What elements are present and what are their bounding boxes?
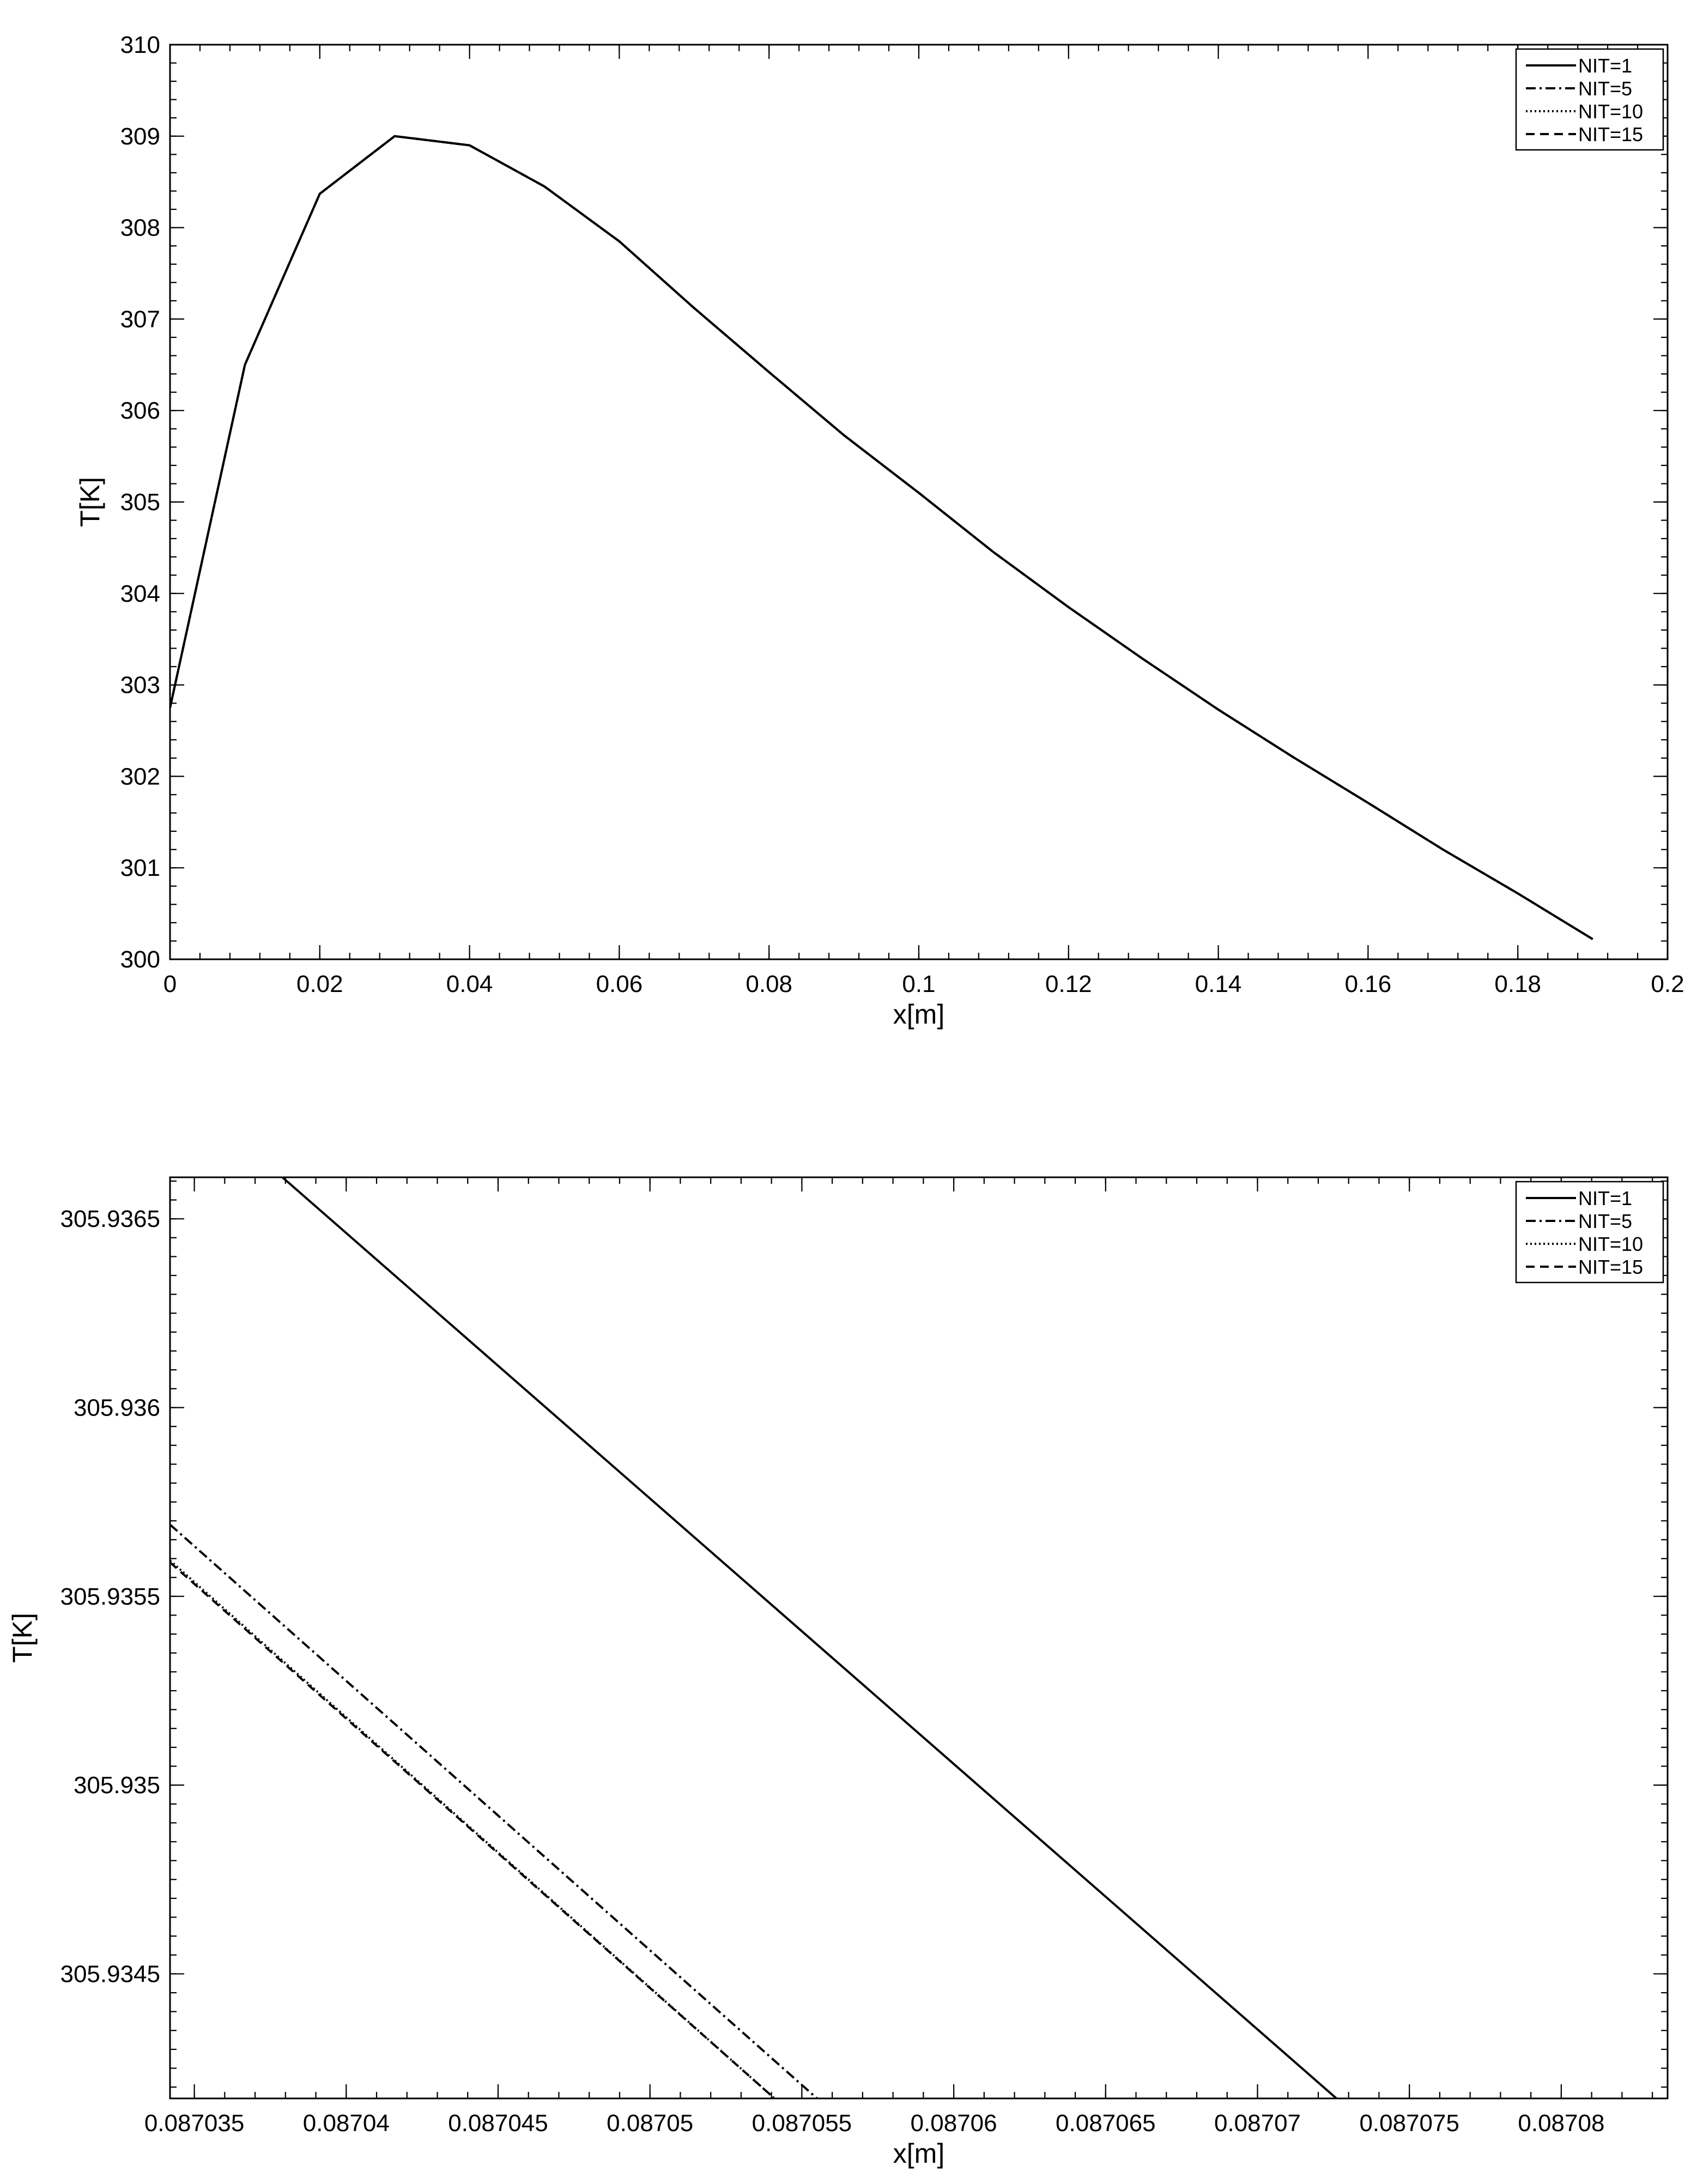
series-group bbox=[170, 1177, 1337, 2098]
x-tick-label: 0.08 bbox=[746, 971, 792, 997]
series-line-nit-5 bbox=[170, 1523, 818, 2098]
y-tick-label: 310 bbox=[120, 32, 160, 58]
x-tick-label: 0.08708 bbox=[1518, 2110, 1604, 2137]
chart-2: 0.087035 0.08704 0.087045 0.08705 0.087055 0.… bbox=[7, 1176, 1669, 2169]
y-tick-label: 305 bbox=[120, 489, 160, 516]
y-tick-label: 305.9355 bbox=[60, 1583, 160, 1610]
y-axis-title: T[K] bbox=[75, 477, 105, 527]
legend-label: NIT=5 bbox=[1578, 1210, 1632, 1232]
x-tick-label: 0.14 bbox=[1195, 971, 1242, 997]
legend-label: NIT=1 bbox=[1578, 55, 1632, 77]
chart-1: 0 0.02 0.04 0.06 0.08 0.1 0.12 0.14 0.16 0.18 0.2 3… bbox=[75, 32, 1684, 1030]
x-tick-label: 0.087075 bbox=[1359, 2110, 1459, 2137]
plot-frame bbox=[169, 44, 1669, 960]
y-tick-label: 308 bbox=[120, 215, 160, 241]
series-line-nit-15 bbox=[170, 135, 1593, 940]
x-tick-label: 0.08707 bbox=[1214, 2110, 1301, 2137]
legend-label: NIT=5 bbox=[1578, 77, 1632, 100]
legend-label: NIT=15 bbox=[1578, 123, 1643, 146]
x-tick-label: 0.08704 bbox=[303, 2110, 390, 2137]
legend-label: NIT=10 bbox=[1578, 100, 1643, 123]
x-tick-label: 0.12 bbox=[1045, 971, 1092, 997]
y-tick-label: 305.936 bbox=[74, 1395, 160, 1421]
x-tick-label: 0.087055 bbox=[752, 2110, 852, 2137]
y-tick-label: 305.935 bbox=[74, 1772, 160, 1799]
legend-label: NIT=1 bbox=[1578, 1187, 1632, 1209]
y-tick-label: 303 bbox=[120, 672, 160, 699]
x-axis-title: x[m] bbox=[893, 2138, 944, 2169]
series-line-nit-10 bbox=[170, 135, 1593, 940]
y-axis-title: T[K] bbox=[7, 1613, 38, 1663]
plot-frame bbox=[169, 1176, 1669, 2100]
y-tick-label: 309 bbox=[120, 123, 160, 150]
y-tick-label: 305.9345 bbox=[60, 1961, 160, 1987]
y-tick-label: 301 bbox=[120, 855, 160, 881]
x-tick-label: 0.08706 bbox=[911, 2110, 997, 2137]
x-axis-title: x[m] bbox=[893, 999, 944, 1030]
x-tick-label: 0.18 bbox=[1494, 971, 1541, 997]
x-tick-label: 0.1 bbox=[902, 971, 935, 997]
x-tick-label: 0.087035 bbox=[144, 2110, 245, 2137]
x-tick-label: 0 bbox=[163, 971, 177, 997]
series-line-nit-5 bbox=[170, 135, 1593, 940]
x-tick-label: 0.087065 bbox=[1056, 2110, 1156, 2137]
series-line-nit-1 bbox=[281, 1177, 1337, 2098]
x-tick-label: 0.2 bbox=[1651, 971, 1684, 997]
y-tick-label: 307 bbox=[120, 306, 160, 332]
x-tick-label: 0.04 bbox=[446, 971, 493, 997]
series-line-nit-1 bbox=[170, 135, 1593, 940]
y-tick-label: 300 bbox=[120, 946, 160, 973]
legend-label: NIT=15 bbox=[1578, 1256, 1643, 1278]
x-tick-label: 0.087045 bbox=[448, 2110, 548, 2137]
y-tick-label: 304 bbox=[120, 580, 160, 607]
x-tick-label: 0.08705 bbox=[607, 2110, 693, 2137]
x-tick-label: 0.16 bbox=[1345, 971, 1392, 997]
y-tick-label: 305.9365 bbox=[60, 1206, 160, 1232]
series-group bbox=[170, 135, 1593, 940]
x-tick-label: 0.06 bbox=[596, 971, 643, 997]
x-tick-label: 0.02 bbox=[296, 971, 343, 997]
series-line-nit-15 bbox=[170, 1561, 775, 2098]
y-tick-label: 306 bbox=[120, 397, 160, 424]
y-tick-label: 302 bbox=[120, 763, 160, 790]
legend-label: NIT=10 bbox=[1578, 1233, 1643, 1255]
